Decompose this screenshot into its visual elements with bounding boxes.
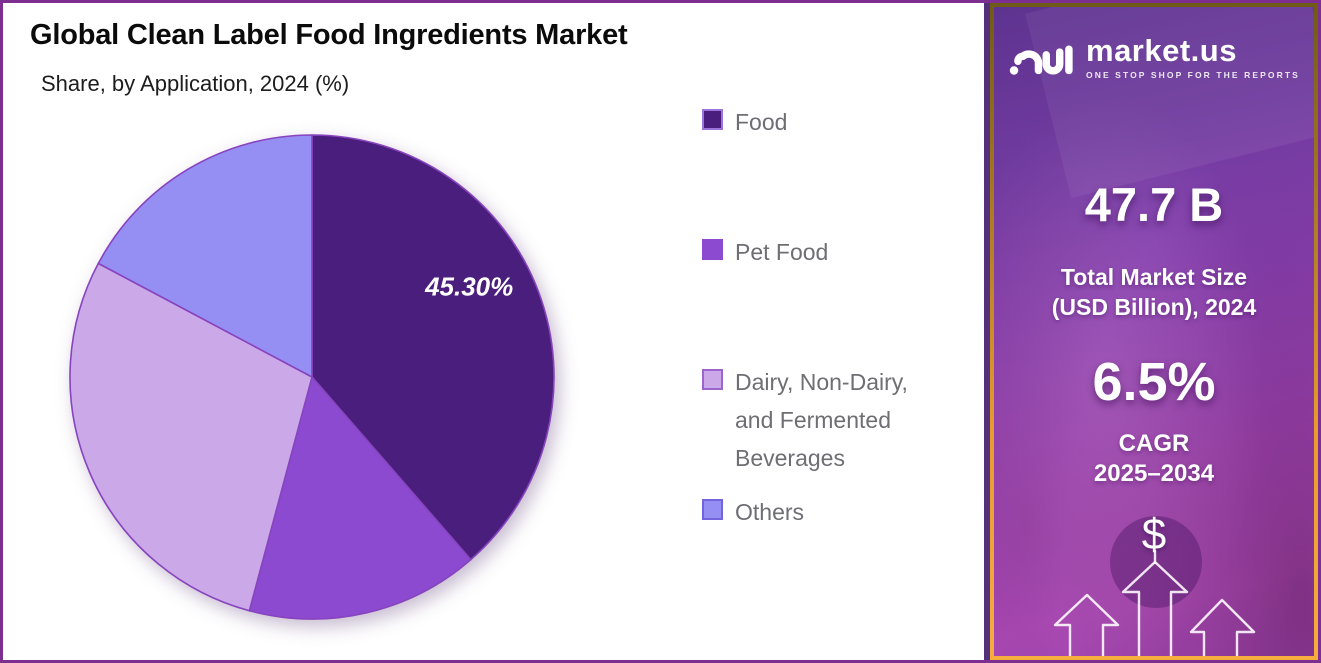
legend-label-pet-food: Pet Food [735, 239, 829, 265]
legend-label-others: Others [735, 499, 805, 525]
brand-logo-text: market.us [1086, 32, 1237, 68]
brand-panel-gold-border: market.us ONE STOP SHOP FOR THE REPORTS … [990, 3, 1318, 660]
brand-logo: market.us ONE STOP SHOP FOR THE REPORTS [1008, 31, 1300, 83]
legend-label-food: Food [735, 109, 788, 135]
chart-title: Global Clean Label Food Ingredients Mark… [30, 19, 628, 51]
legend-swatch-dairy [702, 369, 723, 390]
legend-item-pet-food: Pet Food [702, 233, 949, 271]
market-us-logo-icon [1009, 45, 1073, 75]
total-market-size-label-line2: (USD Billion), 2024 [1051, 293, 1257, 320]
legend-item-food: Food [702, 103, 949, 141]
cagr-label-line2: 2025–2034 [1093, 460, 1215, 487]
photo-overlay [994, 7, 1314, 656]
legend-label-dairy: Dairy, Non-Dairy, and Fermented Beverage… [735, 369, 908, 471]
legend-item-others: Others [702, 493, 949, 531]
pie-chart: 45.30% [69, 134, 555, 620]
brand-panel: market.us ONE STOP SHOP FOR THE REPORTS … [984, 3, 1318, 660]
total-market-size-label-line1: Total Market Size [1060, 264, 1248, 290]
legend-swatch-food [702, 109, 723, 130]
pie-slice-dairy-non-dairy-and-fermented-beverages [69, 262, 313, 612]
pie-slice-food [311, 134, 555, 561]
legend-swatch-others [702, 499, 723, 520]
cagr-label-line1: CAGR [1118, 430, 1190, 457]
pie-slice-others [97, 134, 313, 379]
brand-logo-tagline: ONE STOP SHOP FOR THE REPORTS [1086, 69, 1300, 80]
chart-subtitle: Share, by Application, 2024 (%) [41, 71, 350, 96]
pie-data-label: 45.30% [424, 271, 513, 301]
legend-item-dairy: Dairy, Non-Dairy, and Fermented Beverage… [702, 363, 949, 477]
total-market-size-value: 47.7 B [1084, 178, 1224, 231]
brand-panel-body: market.us ONE STOP SHOP FOR THE REPORTS … [994, 7, 1314, 656]
total-market-size-label: Total Market Size (USD Billion), 2024 [994, 263, 1314, 322]
legend-swatch-pet-food [702, 239, 723, 260]
cagr-value: 6.5% [1092, 352, 1216, 412]
cagr-label: CAGR 2025–2034 [994, 429, 1314, 489]
pie-slice-pet-food [248, 375, 472, 620]
growth-arrows-icon [1053, 550, 1256, 656]
